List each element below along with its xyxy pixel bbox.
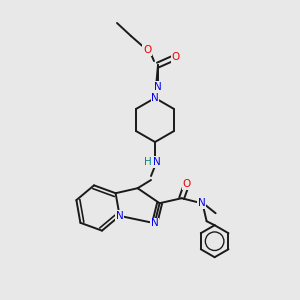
- Text: N: N: [116, 211, 124, 221]
- Text: N: N: [151, 93, 159, 103]
- Text: O: O: [172, 52, 180, 62]
- Text: H: H: [144, 157, 152, 167]
- Text: N: N: [151, 218, 158, 228]
- Text: N: N: [198, 198, 206, 208]
- Text: O: O: [143, 45, 151, 55]
- Text: N: N: [153, 157, 161, 167]
- Text: O: O: [182, 179, 191, 189]
- Text: N: N: [154, 82, 162, 92]
